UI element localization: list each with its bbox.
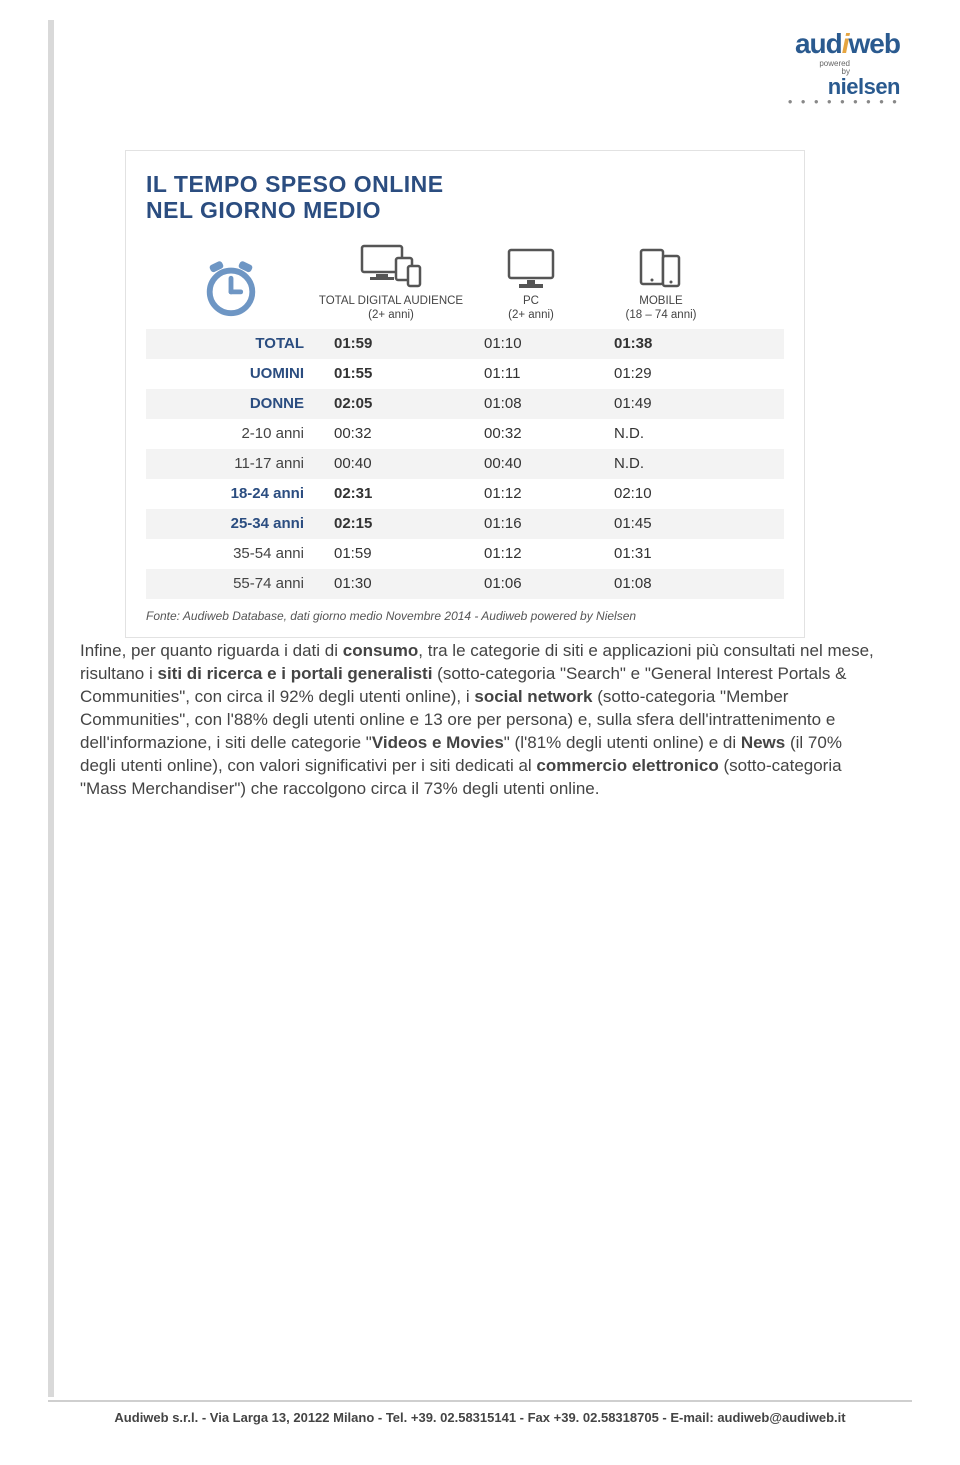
- nielsen-dots: ● ● ● ● ● ● ● ● ●: [788, 98, 900, 106]
- logo-text: aud: [795, 30, 842, 58]
- row-value: 02:31: [316, 485, 466, 502]
- row-value: 02:10: [596, 485, 726, 502]
- nielsen-logo: nielsen: [788, 76, 900, 98]
- row-label: TOTAL: [146, 335, 316, 352]
- row-value: 01:59: [316, 545, 466, 562]
- row-value: 01:12: [466, 485, 596, 502]
- left-rule: [48, 20, 54, 1397]
- row-value: 01:29: [596, 365, 726, 382]
- row-value: 01:08: [466, 395, 596, 412]
- row-value: 01:16: [466, 515, 596, 532]
- figure-header-row: TOTAL DIGITAL AUDIENCE (2+ anni) PC (2+ …: [146, 242, 784, 323]
- table-row: 2-10 anni00:3200:32N.D.: [146, 419, 784, 449]
- clock-icon: [146, 253, 316, 323]
- row-label: UOMINI: [146, 365, 316, 382]
- row-value: 00:32: [316, 425, 466, 442]
- table-row: TOTAL01:5901:1001:38: [146, 329, 784, 359]
- figure-title: IL TEMPO SPESO ONLINE NEL GIORNO MEDIO: [146, 171, 784, 224]
- audiweb-logo: audiweb: [788, 30, 900, 58]
- row-label: 35-54 anni: [146, 545, 316, 562]
- table-row: 11-17 anni00:4000:40N.D.: [146, 449, 784, 479]
- logo-i: i: [842, 30, 849, 58]
- body-paragraph: Infine, per quanto riguarda i dati di co…: [80, 640, 880, 801]
- row-label: 55-74 anni: [146, 575, 316, 592]
- header-total: TOTAL DIGITAL AUDIENCE (2+ anni): [316, 242, 466, 323]
- row-label: 2-10 anni: [146, 425, 316, 442]
- header-pc: PC (2+ anni): [466, 242, 596, 323]
- row-value: N.D.: [596, 425, 726, 442]
- row-value: 00:40: [466, 455, 596, 472]
- row-value: 01:12: [466, 545, 596, 562]
- table-row: DONNE02:0501:0801:49: [146, 389, 784, 419]
- row-value: 01:49: [596, 395, 726, 412]
- table-row: 25-34 anni02:1501:1601:45: [146, 509, 784, 539]
- row-value: 01:45: [596, 515, 726, 532]
- row-value: 01:08: [596, 575, 726, 592]
- table-row: 35-54 anni01:5901:1201:31: [146, 539, 784, 569]
- row-label: 11-17 anni: [146, 455, 316, 472]
- data-rows: TOTAL01:5901:1001:38UOMINI01:5501:1101:2…: [146, 329, 784, 599]
- logo-block: audiweb poweredby nielsen ● ● ● ● ● ● ● …: [788, 30, 900, 106]
- page-footer: Audiweb s.r.l. - Via Larga 13, 20122 Mil…: [48, 1400, 912, 1425]
- row-value: 01:10: [466, 335, 596, 352]
- tempo-speso-figure: IL TEMPO SPESO ONLINE NEL GIORNO MEDIO: [125, 150, 805, 638]
- row-value: 01:31: [596, 545, 726, 562]
- table-row: 55-74 anni01:3001:0601:08: [146, 569, 784, 599]
- row-label: 18-24 anni: [146, 485, 316, 502]
- table-row: UOMINI01:5501:1101:29: [146, 359, 784, 389]
- row-value: 01:59: [316, 335, 466, 352]
- row-label: 25-34 anni: [146, 515, 316, 532]
- row-value: 00:32: [466, 425, 596, 442]
- row-label: DONNE: [146, 395, 316, 412]
- row-value: 01:55: [316, 365, 466, 382]
- table-row: 18-24 anni02:3101:1202:10: [146, 479, 784, 509]
- row-value: 02:15: [316, 515, 466, 532]
- row-value: 01:06: [466, 575, 596, 592]
- row-value: N.D.: [596, 455, 726, 472]
- figure-source: Fonte: Audiweb Database, dati giorno med…: [146, 609, 784, 623]
- row-value: 01:30: [316, 575, 466, 592]
- logo-text2: web: [849, 30, 900, 58]
- row-value: 00:40: [316, 455, 466, 472]
- row-value: 02:05: [316, 395, 466, 412]
- row-value: 01:38: [596, 335, 726, 352]
- header-mobile: MOBILE (18 – 74 anni): [596, 242, 726, 323]
- row-value: 01:11: [466, 365, 596, 382]
